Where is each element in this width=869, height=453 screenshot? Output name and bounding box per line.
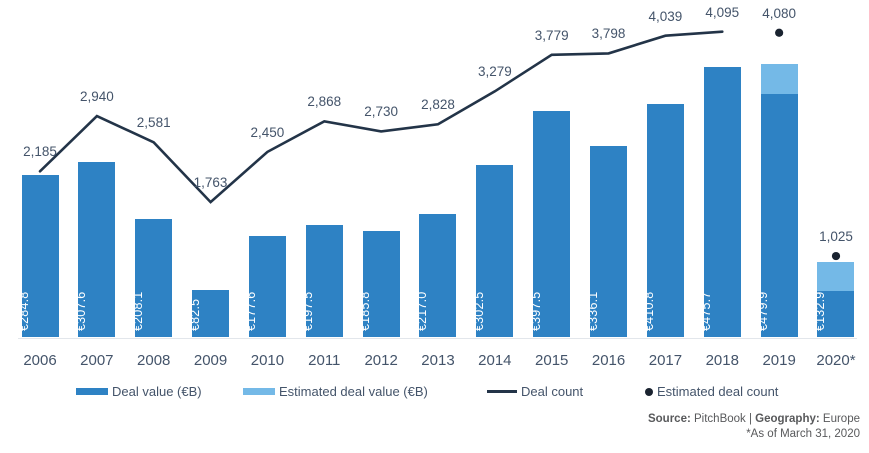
- deal-value-swatch-icon: [76, 388, 108, 395]
- footer: Source: PitchBook | Geography: Europe *A…: [648, 412, 860, 442]
- bar-2011: [305, 224, 343, 337]
- bar-value-label-2008: €208.1: [130, 291, 145, 331]
- deal-count-label-2006: 2,185: [23, 144, 57, 160]
- legend-label-estimated-deal-count: Estimated deal count: [657, 384, 779, 399]
- source-value: PitchBook |: [690, 413, 756, 425]
- bar-2019: [760, 64, 798, 337]
- bar-value-label-2010: €177.6: [244, 291, 259, 331]
- bar-2012: [362, 231, 400, 337]
- legend-item-deal-value: Deal value (€B): [76, 384, 202, 399]
- bar-2010: [248, 236, 286, 337]
- deal-count-label-2017: 4,039: [648, 8, 683, 24]
- x-tick-2008: 2008: [137, 352, 171, 369]
- estimated-deal-value-swatch-icon: [243, 388, 275, 395]
- deal-count-line-icon: [487, 390, 517, 393]
- bar-value-label-2020*: €132.9: [812, 291, 827, 331]
- estimated-deal-count-dot-icon: [645, 387, 653, 396]
- bar-value-label-2014: €302.5: [471, 291, 486, 331]
- legend-label-deal-count: Deal count: [521, 384, 584, 399]
- bar-2020*: [817, 261, 855, 337]
- x-tick-2016: 2016: [591, 352, 626, 369]
- as-of-note: *As of March 31, 2020: [746, 428, 860, 440]
- deal-count-label-2012: 2,730: [364, 104, 399, 120]
- deal-count-label-2010: 2,450: [250, 124, 285, 140]
- source-label: Source:: [647, 413, 691, 425]
- deal-count-label-2007: 2,940: [79, 89, 114, 105]
- bar-2009: [192, 290, 230, 337]
- bar-2013: [419, 213, 457, 337]
- deal-count-label-2009: 1,763: [193, 175, 228, 191]
- x-tick-2020*: 2020*: [816, 352, 856, 369]
- deal-count-label-2008: 2,581: [136, 115, 171, 131]
- x-tick-2017: 2017: [648, 352, 683, 369]
- bar-value-label-2018: €475.7: [699, 291, 714, 331]
- bar-value-label-2011: €197.5: [301, 291, 316, 331]
- estimated-cap-2019: [760, 64, 798, 94]
- x-tick-2019: 2019: [762, 352, 796, 369]
- deal-count-label-2013: 2,828: [421, 97, 455, 113]
- x-tick-2018: 2018: [705, 352, 739, 369]
- x-axis-line: [18, 338, 857, 339]
- legend-item-estimated-deal-value: Estimated deal value (€B): [243, 384, 428, 399]
- legend-item-estimated-deal-count: Estimated deal count: [645, 384, 778, 399]
- bar-value-label-2017: €410.8: [642, 291, 657, 331]
- x-tick-2011: 2011: [308, 352, 341, 369]
- geography-value: Europe: [819, 413, 860, 425]
- bar-value-label-2012: €185.8: [358, 291, 373, 331]
- x-tick-2015: 2015: [535, 352, 569, 369]
- bar-value-label-2013: €217.0: [414, 291, 429, 331]
- estimated-cap-2020*: [817, 261, 855, 292]
- x-tick-2012: 2012: [364, 352, 398, 369]
- deal-count-label-2018: 4,095: [705, 4, 740, 20]
- legend-label-deal-value: Deal value (€B): [112, 384, 202, 399]
- legend-label-estimated-deal-value: Estimated deal value (€B): [279, 384, 428, 399]
- bar-value-label-2016: €336.1: [585, 291, 600, 331]
- bar-value-label-2007: €307.6: [73, 291, 88, 331]
- estimated-deal-count-label-2020*: 1,025: [819, 229, 853, 245]
- legend-item-deal-count: Deal count: [487, 384, 583, 399]
- deal-count-label-2015: 3,779: [534, 27, 569, 43]
- x-tick-2013: 2013: [421, 352, 455, 369]
- bar-value-label-2015: €397.5: [528, 291, 543, 331]
- deal-count-label-2011: 2,868: [307, 94, 342, 110]
- geography-label: Geography:: [755, 413, 820, 425]
- x-tick-2010: 2010: [250, 352, 285, 369]
- bar-2008: [135, 218, 173, 337]
- x-tick-2006: 2006: [23, 352, 57, 369]
- bar-value-label-2009: €82.5: [187, 298, 202, 331]
- x-tick-2009: 2009: [193, 352, 228, 369]
- estimated-deal-count-label-2019: 4,080: [762, 5, 797, 21]
- deal-count-label-2016: 3,798: [591, 26, 626, 42]
- source-line: Source: PitchBook | Geography: Europe: [648, 412, 860, 427]
- bar-value-label-2019: €479.9: [756, 291, 771, 331]
- x-tick-2007: 2007: [80, 352, 114, 369]
- deal-count-label-2014: 3,279: [477, 64, 512, 80]
- x-tick-2014: 2014: [478, 352, 512, 369]
- bar-value-label-2006: €284.8: [17, 291, 31, 331]
